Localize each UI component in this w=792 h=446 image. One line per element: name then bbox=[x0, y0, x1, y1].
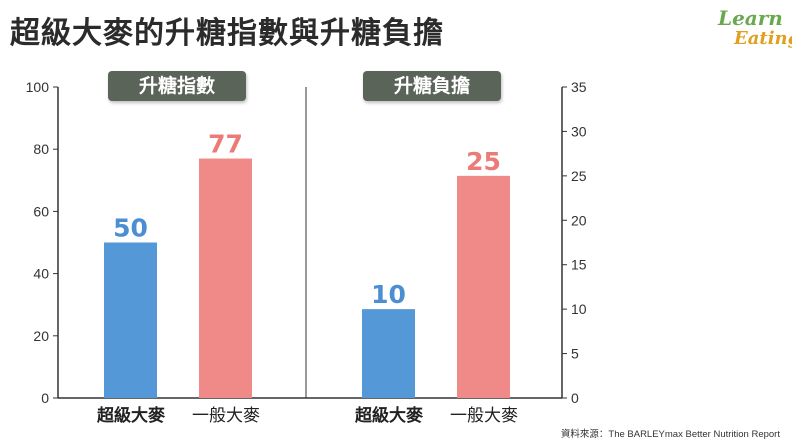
gi-y-tick-label: 40 bbox=[33, 266, 49, 282]
learn-eating-logo: Learn Eating bbox=[716, 6, 792, 52]
page-title: 超級大麥的升糖指數與升糖負擔 bbox=[10, 16, 444, 51]
gl-y-tick-label: 20 bbox=[571, 212, 587, 228]
gl-y-tick-label: 15 bbox=[571, 257, 587, 273]
gl-panel-label: 升糖負擔 bbox=[363, 71, 501, 101]
gi-bar bbox=[199, 158, 252, 398]
gi-y-tick-label: 0 bbox=[41, 390, 49, 406]
gl-y-tick-label: 35 bbox=[571, 79, 587, 95]
gi-y-tick-label: 100 bbox=[26, 79, 50, 95]
logo-learn-text: Learn bbox=[718, 6, 783, 30]
gi-y-tick-label: 80 bbox=[33, 141, 49, 157]
gl-data-label: 25 bbox=[466, 147, 501, 176]
gl-y-tick-label: 30 bbox=[571, 123, 587, 139]
gi-y-tick-label: 20 bbox=[33, 328, 49, 344]
gl-y-tick-label: 25 bbox=[571, 168, 587, 184]
gl-bar bbox=[362, 309, 415, 398]
gi-category-label: 超級大麥 bbox=[97, 405, 166, 426]
gl-bar bbox=[457, 175, 510, 398]
gi-data-label: 77 bbox=[208, 130, 243, 159]
gi-data-label: 50 bbox=[113, 214, 148, 243]
gl-category-label: 一般大麥 bbox=[450, 406, 518, 426]
gi-panel-label: 升糖指數 bbox=[108, 71, 246, 101]
gi-y-tick-label: 60 bbox=[33, 203, 49, 219]
gl-category-label: 超級大麥 bbox=[355, 405, 424, 426]
gl-data-label: 10 bbox=[371, 280, 406, 309]
gi-category-label: 一般大麥 bbox=[192, 406, 260, 426]
source-note: 資料來源：The BARLEYmax Better Nutrition Repo… bbox=[560, 429, 780, 440]
logo-eating-text: Eating bbox=[734, 28, 792, 49]
gl-y-tick-label: 5 bbox=[571, 346, 579, 362]
gl-y-tick-label: 0 bbox=[571, 390, 579, 406]
gi-bar bbox=[104, 242, 157, 398]
gl-y-tick-label: 10 bbox=[571, 301, 587, 317]
